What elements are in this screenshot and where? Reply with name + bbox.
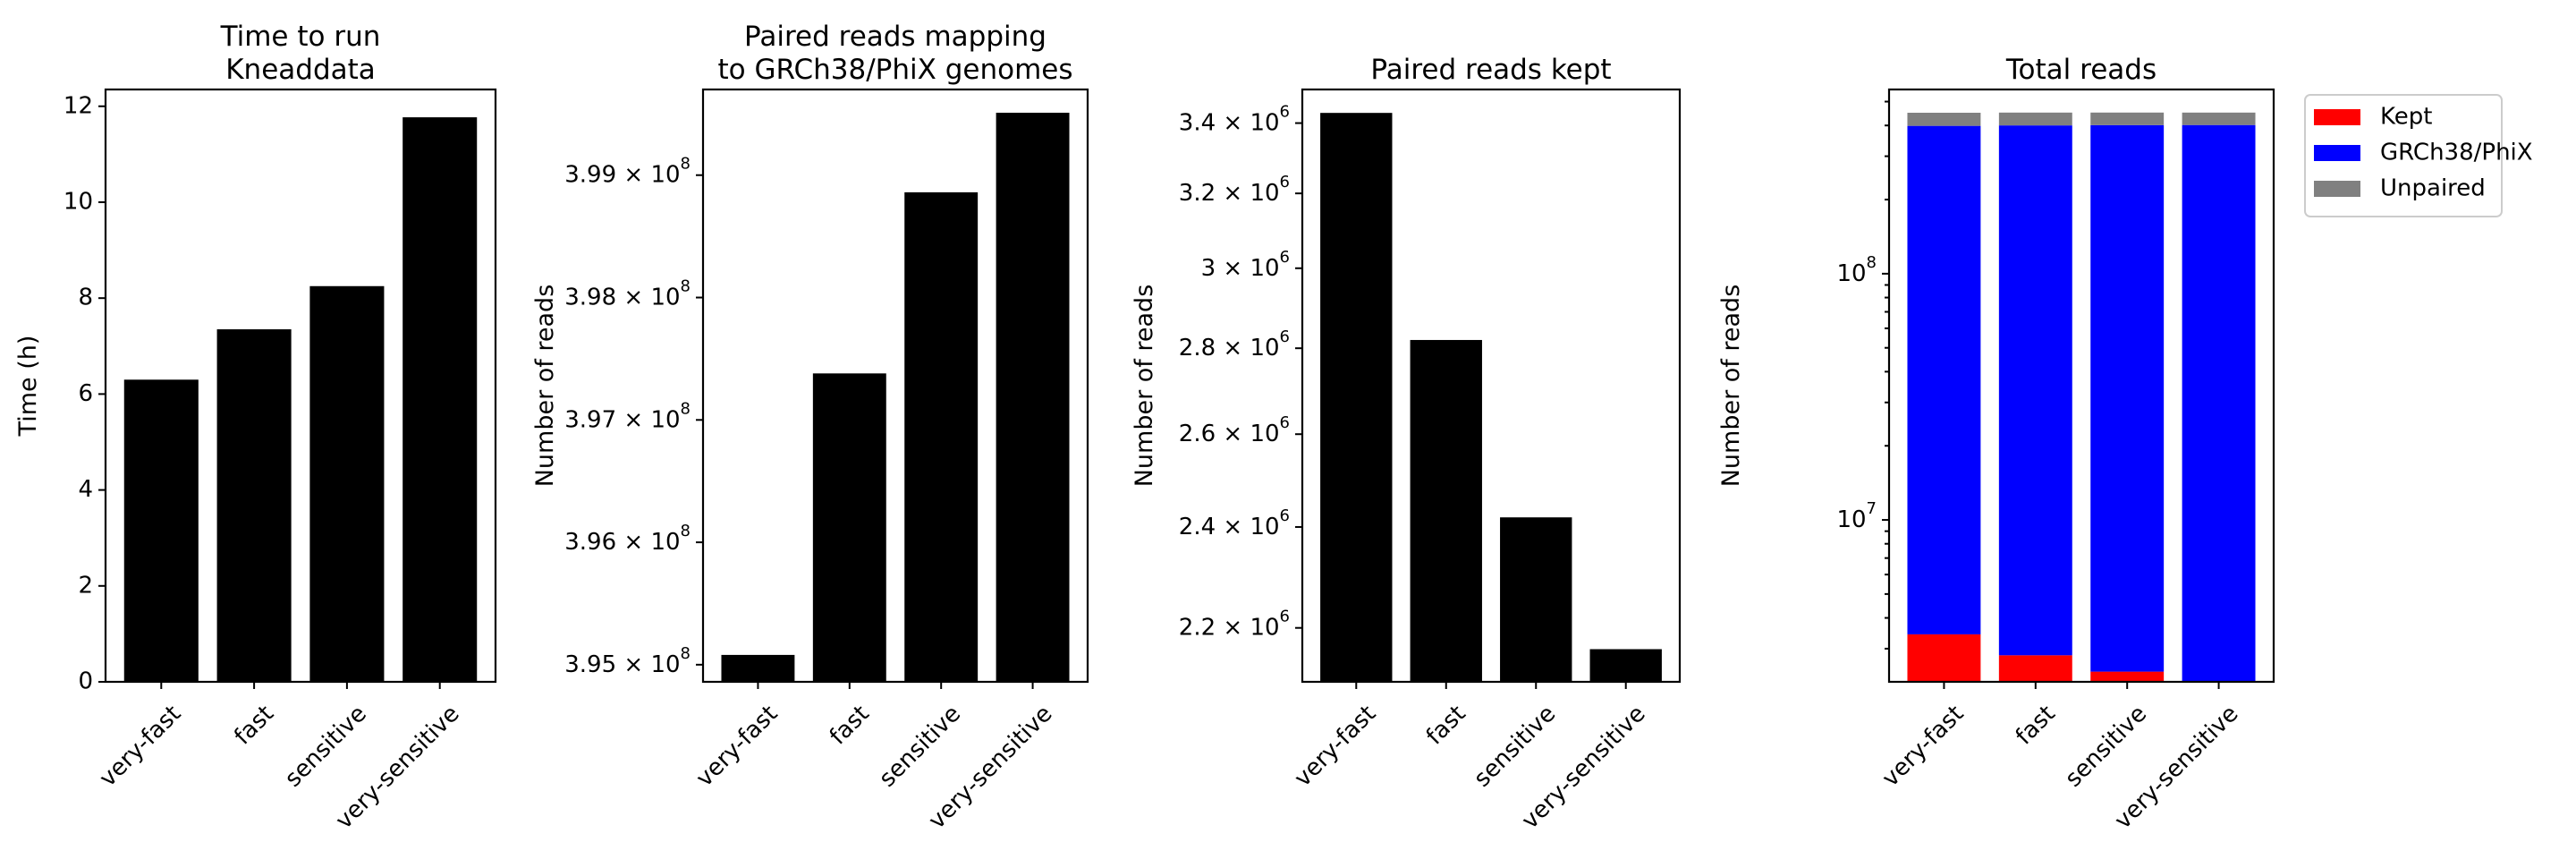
y-tick-label: 3.4 × 106 [1179,103,1290,137]
bar-grch38-phix-2 [1998,125,2072,656]
chart-title: Kneaddata [225,54,376,86]
chart-title: Paired reads mapping [744,21,1046,53]
axes-frame [104,88,497,684]
y-tick-label: 3.95 × 108 [564,644,691,678]
y-tick-label: 3.99 × 108 [564,155,691,189]
y-tick-label: 107 [1836,499,1877,533]
x-tick-label: very-fast [1877,701,1970,793]
y-tick-label: 3.96 × 108 [564,522,691,556]
chart-panel-3: 2.2 × 106 2.4 × 106 2.6 × 106 2.8 × 106 3 × … [1131,54,1682,835]
bar-unpaired-3 [2090,112,2165,125]
y-axis-label: Number of reads [531,285,559,488]
bar-kept-2 [1998,655,2072,682]
legend: Kept GRCh38/PhiX Unpaired [2304,94,2533,217]
axes-frame [1301,88,1682,684]
y-axis-label: Time (h) [14,336,42,438]
y-tick-label: 2.8 × 106 [1179,327,1290,361]
bar-1 [721,654,795,682]
axes-frame [701,88,1089,684]
bar-unpaired-4 [2182,112,2256,125]
legend-label: Unpaired [2380,175,2486,202]
x-tick-label: sensitive [2060,701,2152,793]
x-tick-label: very-fast [1290,701,1382,793]
x-tick-label: fast [1421,701,1471,751]
bar-grch38-phix-1 [1907,125,1981,634]
y-tick-label: 6 [78,380,93,407]
y-tick-label: 0 [78,668,93,695]
y-tick-label: 3 × 106 [1201,248,1290,282]
bar-2 [812,373,886,682]
x-tick-label: very-fast [691,701,784,793]
legend-swatch [2314,181,2360,197]
y-axis-label: Number of reads [1717,285,1745,488]
y-tick-label: 3.97 × 108 [564,399,691,433]
bar-2 [216,329,292,682]
legend-swatch [2314,109,2360,125]
bar-4 [996,112,1070,682]
chart-title: Time to run [220,21,381,53]
x-tick-label: sensitive [874,701,966,793]
y-tick-label: 2.6 × 106 [1179,413,1290,447]
bar-kept-1 [1907,634,1981,682]
y-tick-label: 4 [78,476,93,503]
y-tick-label: 108 [1836,253,1877,287]
bar-3 [1500,517,1572,682]
x-tick-label: fast [825,701,875,751]
bar-3 [904,191,979,682]
y-tick-label: 12 [64,92,93,119]
bar-3 [309,285,385,682]
bar-2 [1410,339,1482,682]
y-tick-label: 8 [78,285,93,311]
chart-title: to GRCh38/PhiX genomes [717,54,1072,86]
legend-swatch [2314,145,2360,161]
y-tick-label: 10 [64,188,93,215]
y-tick-label: 3.98 × 108 [564,277,691,311]
x-tick-label: sensitive [1469,701,1561,793]
x-tick-label: fast [229,701,279,751]
bar-4 [402,117,478,683]
y-tick-label: 2.4 × 106 [1179,506,1290,540]
bar-grch38-phix-4 [2182,124,2256,682]
axes-frame [1887,88,2275,684]
legend-label: Kept [2380,104,2432,131]
y-tick-label: 3.2 × 106 [1179,173,1290,207]
y-tick-label: 2.2 × 106 [1179,608,1290,642]
chart-title: Total reads [2005,54,2157,86]
y-tick-label: 2 [78,572,93,599]
bar-1 [1320,113,1393,682]
bar-4 [1589,649,1662,682]
bar-kept-3 [2090,671,2165,682]
bar-unpaired-1 [1907,112,1981,126]
legend-label: GRCh38/PhiX [2380,140,2533,166]
bar-unpaired-2 [1998,112,2072,126]
chart-panel-2: 3.95 × 108 3.96 × 108 3.97 × 108 3.98 × 108… [531,21,1089,835]
x-tick-label: fast [2011,701,2061,751]
bar-grch38-phix-3 [2090,124,2165,672]
x-tick-label: very-fast [95,701,187,793]
y-axis-label: Number of reads [1131,285,1158,488]
chart-title: Paired reads kept [1370,54,1611,86]
x-tick-label: sensitive [280,701,372,793]
bar-1 [123,379,199,682]
